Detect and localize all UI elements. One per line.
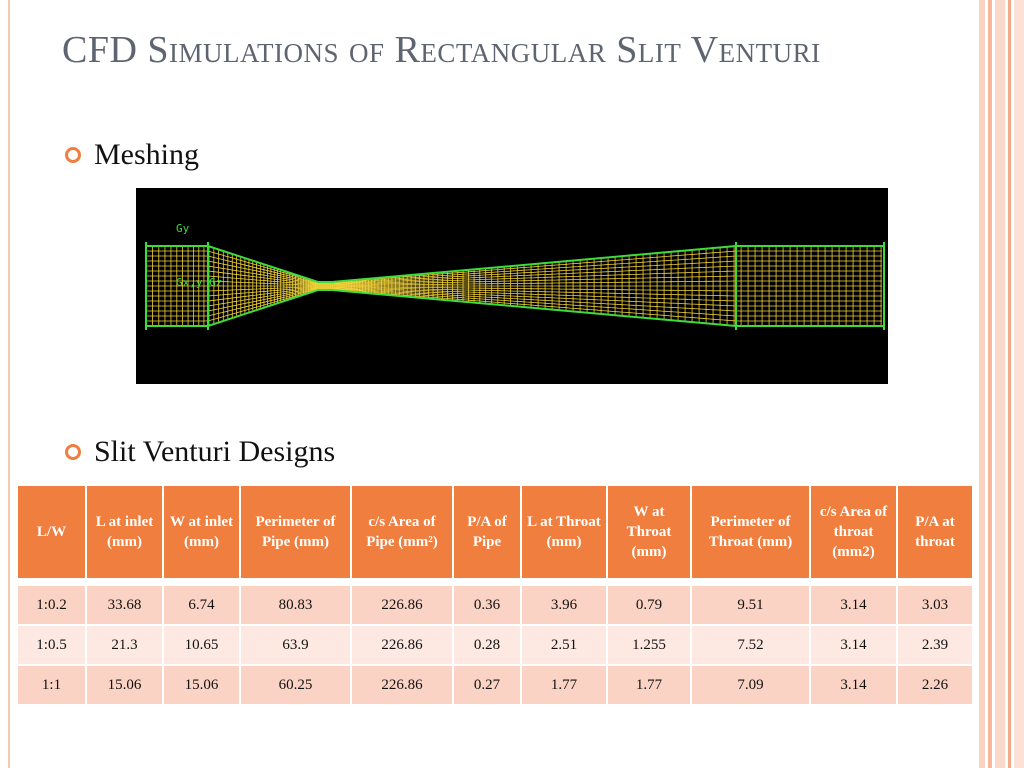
table-cell: 3.14 xyxy=(809,584,898,626)
table-cell: 9.51 xyxy=(690,584,811,626)
bullet-text: Slit Venturi Designs xyxy=(94,435,336,468)
table-cell: 0.79 xyxy=(606,584,692,626)
slide-title: CFD Simulations of Rectangular Slit Vent… xyxy=(62,29,821,71)
table-cell: 1:0.2 xyxy=(16,584,87,626)
table-cell: 15.06 xyxy=(85,664,164,706)
table-cell: 33.68 xyxy=(85,584,164,626)
bullet-meshing: Meshing xyxy=(64,138,199,172)
table-cell: 63.9 xyxy=(239,624,352,666)
table-row: 1:0.5 21.3 10.65 63.9 226.86 0.28 2.51 1… xyxy=(16,624,974,666)
table-cell: 6.74 xyxy=(162,584,241,626)
table-cell: 226.86 xyxy=(350,624,454,666)
table-cell: 2.26 xyxy=(896,664,974,706)
header-cell: c/s Area of throat (mm2) xyxy=(809,484,898,580)
mesh-outline xyxy=(146,289,884,327)
table-cell: 80.83 xyxy=(239,584,352,626)
header-cell: L at inlet (mm) xyxy=(85,484,164,580)
header-cell: Perimeter of Pipe (mm) xyxy=(239,484,352,580)
decorative-stripes xyxy=(979,0,1024,768)
orange-circle-bullet-icon xyxy=(64,146,82,164)
header-cell: Perimeter of Throat (mm) xyxy=(690,484,811,580)
header-cell: W at inlet (mm) xyxy=(162,484,241,580)
table-cell: 3.14 xyxy=(809,624,898,666)
orange-circle-bullet-icon xyxy=(64,443,82,461)
bullet-text: Meshing xyxy=(94,138,199,171)
table-cell: 7.52 xyxy=(690,624,811,666)
table-cell: 15.06 xyxy=(162,664,241,706)
header-cell: L/W xyxy=(16,484,87,580)
left-border-rule xyxy=(8,0,10,768)
header-cell: W at Throat (mm) xyxy=(606,484,692,580)
table-cell: 3.14 xyxy=(809,664,898,706)
table-cell: 1.77 xyxy=(606,664,692,706)
table-cell: 0.28 xyxy=(452,624,522,666)
mesh-axis-label: Gy xyxy=(176,222,190,235)
table-cell: 0.27 xyxy=(452,664,522,706)
header-cell: P/A of Pipe xyxy=(452,484,522,580)
bullet-slit-venturi-designs: Slit Venturi Designs xyxy=(64,435,335,469)
table-row: 1:1 15.06 15.06 60.25 226.86 0.27 1.77 1… xyxy=(16,664,974,706)
mesh-image: Gy Gx,y Gz xyxy=(136,188,888,384)
table-cell: 3.03 xyxy=(896,584,974,626)
table-header-row: L/W L at inlet (mm) W at inlet (mm) Peri… xyxy=(16,484,974,580)
table-cell: 1:1 xyxy=(16,664,87,706)
header-cell: c/s Area of Pipe (mm²) xyxy=(350,484,454,580)
table-cell: 1.255 xyxy=(606,624,692,666)
table-cell: 0.36 xyxy=(452,584,522,626)
mesh-outline xyxy=(146,245,884,283)
table-row: 1:0.2 33.68 6.74 80.83 226.86 0.36 3.96 … xyxy=(16,584,974,626)
table-cell: 10.65 xyxy=(162,624,241,666)
table-cell: 7.09 xyxy=(690,664,811,706)
table-cell: 226.86 xyxy=(350,584,454,626)
mesh-axis-label: Gx,y Gz xyxy=(176,276,222,289)
table-cell: 21.3 xyxy=(85,624,164,666)
table-cell: 2.51 xyxy=(520,624,608,666)
table-cell: 1:0.5 xyxy=(16,624,87,666)
mesh-grid xyxy=(145,245,882,327)
header-cell: L at Throat (mm) xyxy=(520,484,608,580)
table-cell: 2.39 xyxy=(896,624,974,666)
venturi-design-table: L/W L at inlet (mm) W at inlet (mm) Peri… xyxy=(16,484,974,706)
table-cell: 226.86 xyxy=(350,664,454,706)
table-cell: 1.77 xyxy=(520,664,608,706)
table-cell: 3.96 xyxy=(520,584,608,626)
header-cell: P/A at throat xyxy=(896,484,974,580)
table-cell: 60.25 xyxy=(239,664,352,706)
